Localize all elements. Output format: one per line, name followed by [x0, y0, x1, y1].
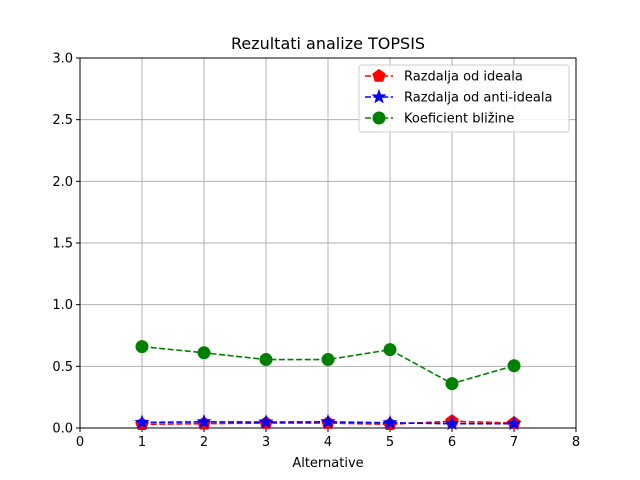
legend-label: Koeficient bližine [404, 112, 514, 127]
x-tick-label: 0 [76, 435, 84, 450]
legend-box [358, 64, 570, 133]
legend-label: Razdalja od ideala [404, 70, 523, 85]
legend-marker [371, 89, 387, 104]
legend-marker [372, 111, 386, 125]
y-tick-label: 1.5 [52, 237, 73, 252]
chart-title: Rezultati analize TOPSIS [231, 34, 425, 53]
x-tick-label: 6 [448, 435, 456, 450]
series-2 [134, 413, 522, 431]
legend-marker [372, 68, 386, 82]
data-point [506, 415, 522, 431]
legend-item: Razdalja od anti-ideala [365, 89, 552, 106]
data-point [320, 413, 336, 429]
data-point [197, 346, 211, 360]
legend-item: Razdalja od ideala [365, 68, 523, 85]
y-tick-label: 1.0 [52, 298, 73, 313]
y-tick-label: 0.0 [52, 422, 73, 437]
x-tick-label: 7 [510, 435, 518, 450]
legend-label: Razdalja od anti-ideala [404, 91, 552, 106]
data-point [444, 415, 460, 431]
data-point [382, 414, 398, 430]
y-tick-label: 0.5 [52, 360, 73, 375]
data-point [258, 414, 274, 429]
data-point [321, 353, 335, 367]
data-point [134, 414, 150, 429]
x-tick-label: 2 [200, 435, 208, 450]
data-point [507, 359, 521, 373]
y-tick-label: 3.0 [52, 52, 73, 67]
x-tick-label: 4 [324, 435, 332, 450]
y-tick-label: 2.0 [52, 175, 73, 190]
x-tick-label: 8 [572, 435, 580, 450]
x-axis-label: Alternative [292, 456, 363, 471]
legend: Razdalja od ideala Razdalja od anti-ideal… [358, 64, 570, 133]
series-3 [135, 340, 521, 391]
axis-ticks: 0 1 2 3 4 5 6 7 8 0.0 0.5 1.0 1.5 2.0 2.5 3.0 [52, 52, 580, 451]
data-point [259, 353, 273, 367]
y-tick-label: 2.5 [52, 113, 73, 128]
legend-item: Koeficient bližine [365, 111, 514, 127]
x-tick-label: 3 [262, 435, 270, 450]
x-tick-label: 5 [386, 435, 394, 450]
data-point [135, 340, 149, 354]
data-point [445, 377, 459, 391]
data-point [383, 343, 397, 357]
x-tick-label: 1 [138, 435, 146, 450]
series-layer [134, 340, 522, 431]
data-point [196, 413, 212, 429]
